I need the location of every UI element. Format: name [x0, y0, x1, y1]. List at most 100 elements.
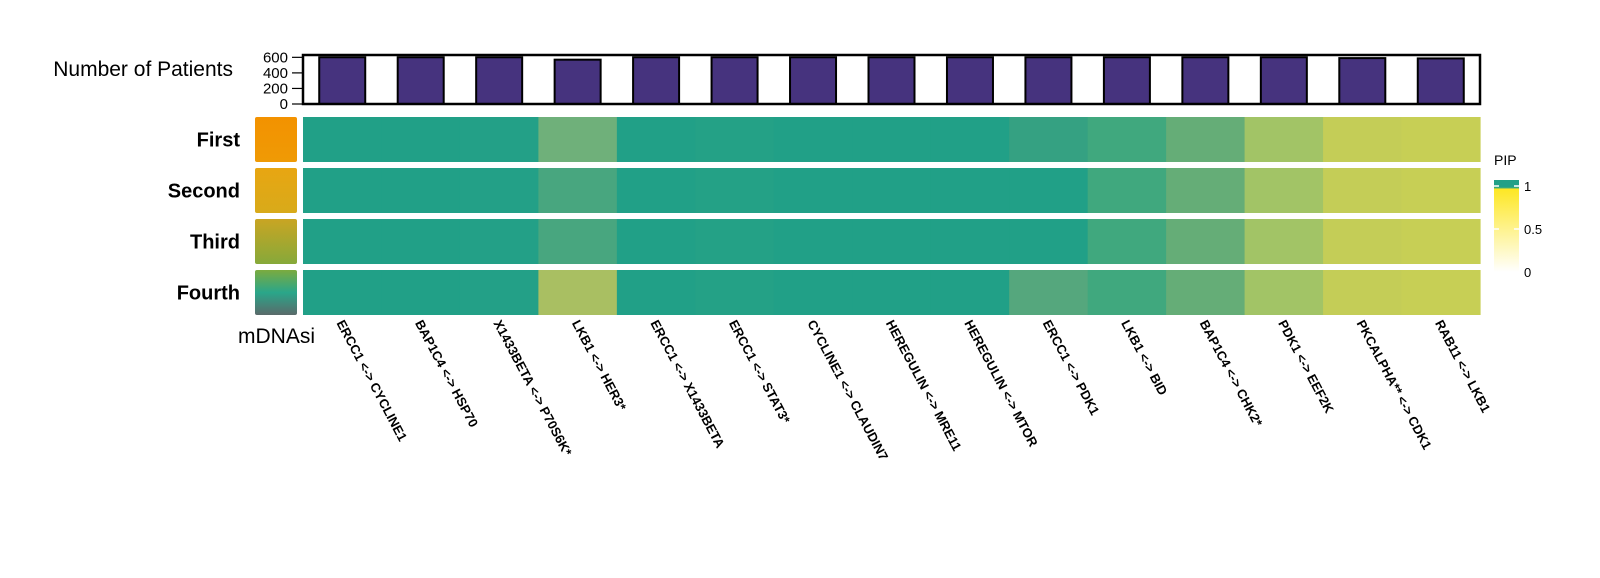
column-labels: ERCC1 <-> CYCLINE1 BAP1C4 <-> HSP70 X1433B…	[334, 317, 1494, 462]
column-label: ERCC1 <-> PDK1	[1040, 317, 1103, 417]
patients-y-tick-label: 600	[263, 49, 288, 66]
patients-y-tick-label: 0	[280, 96, 288, 113]
heatmap-cell	[616, 219, 696, 264]
patients-bar	[1338, 57, 1387, 105]
patients-y-tick-label: 200	[263, 80, 288, 97]
mdnasi-swatch	[255, 219, 297, 264]
legend-tick-label: 1	[1524, 179, 1531, 194]
column-label: PKCALPHA** <-> CDK1	[1354, 317, 1435, 452]
heatmap-cell	[930, 117, 1010, 162]
heatmap-cell	[538, 168, 618, 213]
heatmap-cell	[1087, 117, 1167, 162]
patients-bar	[1259, 56, 1308, 105]
row-label: Fourth	[177, 283, 240, 305]
column-label: CYCLINE1 <-> CLAUDIN7	[804, 317, 891, 462]
heatmap-cell	[930, 270, 1010, 315]
column-label: BAP1C4 <-> HSP70	[412, 317, 481, 429]
patients-panel-frame	[301, 53, 1482, 106]
patients-bar	[1181, 56, 1230, 105]
heatmap-cell	[930, 168, 1010, 213]
patients-bar	[945, 56, 994, 105]
column-label: LKB1 <-> BID	[1118, 317, 1170, 397]
patients-bar	[867, 56, 916, 105]
heatmap-cell	[773, 168, 853, 213]
heatmap-cell	[695, 168, 775, 213]
heatmap-cell	[1244, 168, 1324, 213]
heatmap-cell	[1323, 117, 1403, 162]
column-label: PDK1 <-> EEF2K	[1275, 317, 1337, 416]
mdnasi-annotation	[255, 117, 297, 315]
mdnasi-swatch	[255, 270, 297, 315]
heatmap-cell	[773, 117, 853, 162]
legend-title: PIP	[1494, 152, 1517, 168]
row-labels: First Second Third Fourth	[168, 130, 241, 305]
heatmap-cell	[1009, 168, 1089, 213]
heatmap-cell	[1323, 219, 1403, 264]
heatmap-cell	[1009, 117, 1089, 162]
heatmap-cell	[695, 270, 775, 315]
heatmap-cell	[1401, 270, 1481, 315]
patients-y-tick-label: 400	[263, 65, 288, 82]
heatmap-cell	[1244, 219, 1324, 264]
row-label: Third	[190, 232, 240, 254]
column-label: ERCC1 <-> X1433BETA	[647, 317, 728, 451]
mdnasi-label: mDNAsi	[238, 325, 315, 348]
row-label: First	[197, 130, 241, 152]
heatmap-cell	[303, 219, 383, 264]
heatmap-cell	[381, 168, 461, 213]
heatmap-cell	[381, 117, 461, 162]
heatmap-cell	[459, 219, 539, 264]
heatmap-cell	[852, 219, 932, 264]
column-label: LKB1 <-> HER3*	[569, 317, 630, 414]
heatmap-cell	[303, 117, 383, 162]
heatmap-cell	[1244, 270, 1324, 315]
heatmap-cell	[538, 219, 618, 264]
patients-bar	[553, 58, 602, 105]
heatmap-cell	[1323, 270, 1403, 315]
heatmap-cell	[303, 270, 383, 315]
heatmap-cell	[1087, 270, 1167, 315]
column-label: RAB11 <-> LKB1	[1432, 317, 1493, 415]
heatmap-cell	[1401, 168, 1481, 213]
heatmap-cell	[1166, 219, 1246, 264]
heatmap-cell	[930, 219, 1010, 264]
heatmap-cell	[616, 117, 696, 162]
heatmap-cell	[1166, 168, 1246, 213]
heatmap-cells	[303, 117, 1481, 315]
column-label: HEREGULIN <-> MTOR	[961, 317, 1041, 449]
heatmap-cell	[616, 168, 696, 213]
heatmap-cell	[1166, 270, 1246, 315]
heatmap-cell	[303, 168, 383, 213]
heatmap-cell	[1087, 168, 1167, 213]
patients-bar	[1102, 56, 1151, 105]
patients-axis-title: Number of Patients	[53, 58, 233, 81]
heatmap-cell	[695, 117, 775, 162]
legend-tick-label: 0.5	[1524, 222, 1542, 237]
heatmap-cell	[381, 270, 461, 315]
patients-bar	[632, 56, 681, 105]
heatmap-cell	[459, 270, 539, 315]
column-label: HEREGULIN <-> MRE11	[883, 317, 965, 453]
heatmap-cell	[695, 219, 775, 264]
pip-legend: PIP 1 0.5 0	[1494, 152, 1542, 280]
patients-bar	[1024, 56, 1073, 105]
heatmap-cell	[1009, 270, 1089, 315]
row-label: Second	[168, 181, 240, 203]
patients-bar	[475, 56, 524, 105]
patients-bar	[710, 56, 759, 105]
heatmap-cell	[381, 219, 461, 264]
heatmap-cell	[1244, 117, 1324, 162]
legend-tick-label: 0	[1524, 265, 1531, 280]
mdnasi-swatch	[255, 168, 297, 213]
heatmap-cell	[1401, 117, 1481, 162]
legend-colorbar	[1494, 180, 1519, 272]
patients-bars	[318, 56, 1465, 105]
heatmap-cell	[773, 219, 853, 264]
heatmap-cell	[1323, 168, 1403, 213]
heatmap-cell	[852, 117, 932, 162]
patients-bar	[318, 56, 367, 105]
column-label: ERCC1 <-> CYCLINE1	[334, 317, 411, 443]
mdnasi-swatch	[255, 117, 297, 162]
